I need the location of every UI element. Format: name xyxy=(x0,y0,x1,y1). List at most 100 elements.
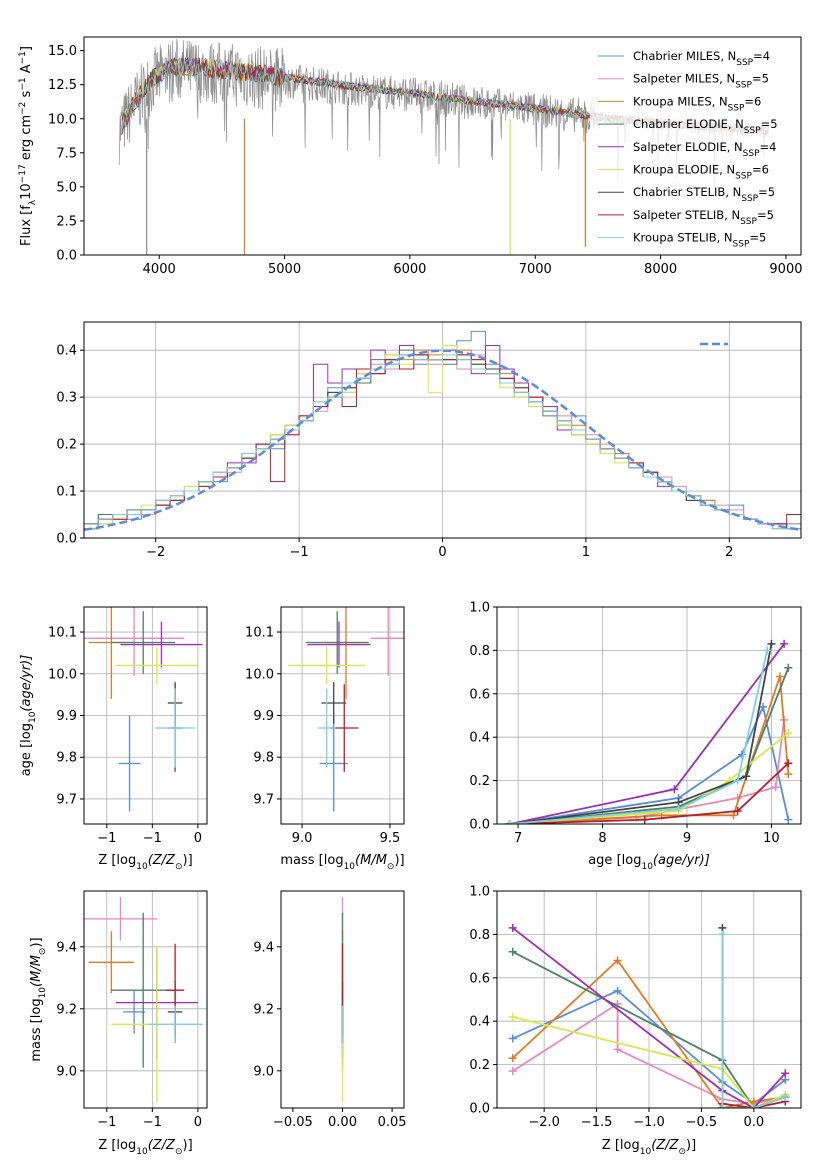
legend-entry-part: Chabrier ELODIE, N xyxy=(633,117,744,131)
y-axis-label-part: λ xyxy=(28,199,38,205)
x-axis-label-part: 10 xyxy=(136,1147,148,1157)
y-tick-label: 0.2 xyxy=(56,438,77,453)
x-tick-label: 0.0 xyxy=(743,1115,764,1130)
weight-marker xyxy=(508,947,517,956)
y-axis-label-part: mass [log xyxy=(29,998,44,1061)
weight-line xyxy=(509,762,789,824)
y-tick-label: 1.0 xyxy=(469,601,490,616)
y-tick-label: 9.2 xyxy=(253,1002,274,1017)
axes-frame xyxy=(83,890,208,1109)
x-axis-label-part: (Z/Z xyxy=(148,853,176,868)
weight-marker xyxy=(718,930,727,939)
y-tick-label: 9.8 xyxy=(253,751,274,766)
weight-marker xyxy=(749,1104,758,1108)
y-tick-label: 9.0 xyxy=(56,1064,77,1079)
legend-entry-part: =5 xyxy=(761,117,778,131)
legend-entry-part: =5 xyxy=(757,208,774,222)
panel-z-mass: −1 −1 09.09.29.4Z [log10(Z/Z⊙)]mass [log10… xyxy=(29,890,208,1157)
legend-entry-part: SSP xyxy=(740,217,757,227)
legend-entry: Salpeter STELIB, NSSP=5 xyxy=(633,208,774,227)
legend-entry-part: Kroupa STELIB, N xyxy=(633,231,733,245)
weight-marker xyxy=(784,759,793,768)
weight-marker xyxy=(613,956,622,965)
x-axis-label-part: )] xyxy=(183,853,193,868)
x-axis-label: Z [log10(Z/Z⊙)] xyxy=(602,1138,696,1157)
y-axis-label-part: erg cm xyxy=(19,115,34,164)
plot-area xyxy=(118,38,769,255)
x-tick-label: −2 xyxy=(146,545,165,560)
x-axis-label-part: (Z/Z xyxy=(651,1138,679,1153)
legend-entry-part: SSP xyxy=(736,58,753,68)
legend-entry-part: Salpeter STELIB, N xyxy=(633,208,740,222)
y-tick-label: 0.0 xyxy=(56,249,77,264)
legend-entry-part: SSP xyxy=(733,240,750,250)
legend-entry: Salpeter ELODIE, NSSP=4 xyxy=(633,140,776,159)
legend-entry: Chabrier STELIB, NSSP=5 xyxy=(633,185,775,204)
legend-entry-part: SSP xyxy=(744,126,761,136)
y-tick-label: 9.7 xyxy=(56,792,77,807)
y-axis-label-part: )] xyxy=(29,937,44,947)
weight-marker xyxy=(508,1012,517,1021)
x-tick-label: −0.05 xyxy=(273,1115,313,1130)
panel-z-weight: −2.0 −1.5 −1.0 −0.5 0.0 0.0 0.2 0.4 0.6 0.8 1.0 Z [… xyxy=(469,885,802,1157)
x-tick-label: 1 xyxy=(582,545,590,560)
legend-entry-part: Kroupa MILES, N xyxy=(633,94,728,108)
y-tick-label: 9.4 xyxy=(56,940,77,955)
plots-layer: 4000 5000 6000 7000 8000 90000.02.55.07.510.0… xyxy=(18,36,803,1157)
weight-marker xyxy=(508,1034,517,1043)
weight-marker xyxy=(613,986,622,995)
x-tick-label: −1 xyxy=(97,831,116,846)
x-tick-label: 8 xyxy=(598,831,606,846)
plot-area xyxy=(84,330,801,538)
y-axis-label-part: −1 xyxy=(18,51,28,64)
x-tick-label: −2.0 xyxy=(528,1115,560,1130)
x-axis-label-part: )] xyxy=(394,853,404,868)
x-axis-label: mass [log10(M/M⊙)] xyxy=(280,853,404,872)
weight-marker xyxy=(759,702,767,711)
legend-entry-part: SSP xyxy=(728,103,745,113)
x-tick-label: 0 xyxy=(194,1115,202,1130)
y-axis-label-part: (M/M xyxy=(29,955,44,987)
x-axis-label-part: (Z/Z xyxy=(148,1138,176,1153)
y-axis-label-part: −2 xyxy=(18,102,28,115)
y-axis-label: age [log10(age/yr)] xyxy=(19,655,38,777)
y-tick-label: 0.0 xyxy=(56,532,77,547)
legend-entry-part: =4 xyxy=(753,49,770,63)
weight-marker xyxy=(505,820,514,824)
y-tick-label: 9.0 xyxy=(253,1064,274,1079)
y-tick-label: 5.0 xyxy=(56,180,77,195)
y-tick-label: 0.4 xyxy=(56,344,77,359)
x-tick-label: 8000 xyxy=(644,262,677,277)
weight-marker xyxy=(508,1054,517,1063)
y-tick-label: 9.9 xyxy=(253,709,274,724)
x-tick-label: −1 xyxy=(143,1115,162,1130)
weight-line xyxy=(512,959,786,1108)
panel-residuals: −2 −1 0 1 2 0.0 0.1 0.2 0.3 0.4 xyxy=(56,321,802,560)
legend-entry-part: =4 xyxy=(760,140,777,154)
x-tick-label: −1 xyxy=(143,831,162,846)
legend-entry-part: Salpeter ELODIE, N xyxy=(633,140,743,154)
weight-marker xyxy=(784,815,793,824)
weight-line xyxy=(722,1100,786,1108)
plot-area xyxy=(84,607,203,812)
y-tick-label: 0.4 xyxy=(469,731,490,746)
x-tick-label: 4000 xyxy=(143,262,176,277)
weight-marker xyxy=(674,804,683,813)
y-tick-label: 0.1 xyxy=(56,485,77,500)
y-tick-label: 0.2 xyxy=(469,1058,490,1073)
y-axis-label-part: Flux [f xyxy=(19,205,34,246)
x-tick-label: 6000 xyxy=(393,262,426,277)
y-tick-label: 0.4 xyxy=(469,1015,490,1030)
weight-marker xyxy=(737,750,746,759)
weight-marker xyxy=(508,923,517,932)
weight-marker xyxy=(718,1104,727,1108)
weight-marker xyxy=(733,776,742,785)
y-tick-label: 15.0 xyxy=(48,44,77,59)
x-tick-label: 5000 xyxy=(268,262,301,277)
legend-entry-part: Salpeter MILES, N xyxy=(633,72,735,86)
x-axis-label: age [log10(age/yr)] xyxy=(588,853,710,872)
x-tick-label: −1.0 xyxy=(633,1115,665,1130)
panel-mass-age: 9.0 9.5 9.7 9.8 9.9 10.0 10.1 mass [log10(M/M⊙)… xyxy=(245,606,405,872)
